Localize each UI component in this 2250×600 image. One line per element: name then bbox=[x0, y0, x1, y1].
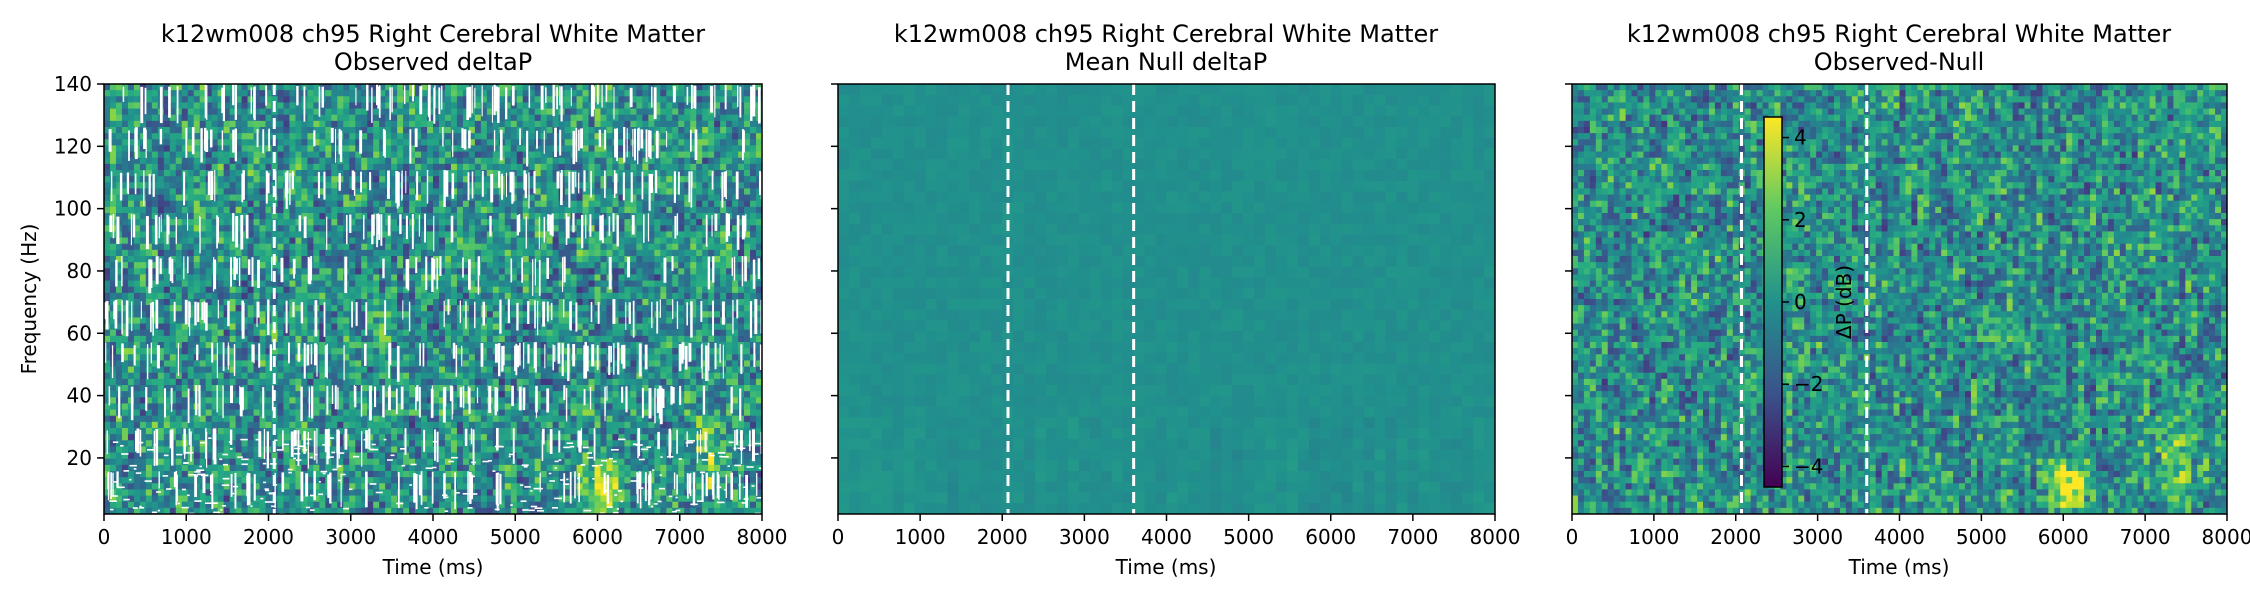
panel-2-heatmap bbox=[838, 84, 1495, 514]
panel-1-xtick-label: 5000 bbox=[490, 525, 541, 549]
panel-2-xtick-label: 0 bbox=[832, 525, 845, 549]
colorbar-tick-label: −4 bbox=[1794, 454, 1823, 478]
panel-mean-null: k12wm008 ch95 Right Cerebral White Matte… bbox=[831, 20, 1520, 579]
colorbar-tick-label: 2 bbox=[1794, 208, 1807, 232]
colorbar-tick-label: 4 bbox=[1794, 126, 1807, 150]
panel-1-xtick-label: 6000 bbox=[572, 525, 623, 549]
panel-3-xlabel: Time (ms) bbox=[1848, 555, 1950, 579]
panel-3-title: k12wm008 ch95 Right Cerebral White Matte… bbox=[1627, 20, 2171, 48]
panel-2-xtick-label: 6000 bbox=[1305, 525, 1356, 549]
panel-1-xtick-label: 4000 bbox=[408, 525, 459, 549]
panel-1-xtick-label: 8000 bbox=[737, 525, 788, 549]
panel-2-xtick-label: 3000 bbox=[1059, 525, 1110, 549]
panel-2-title: k12wm008 ch95 Right Cerebral White Matte… bbox=[894, 20, 1438, 48]
panel-2-xtick-label: 8000 bbox=[1470, 525, 1521, 549]
panel-1-ytick-label: 60 bbox=[67, 321, 92, 345]
panel-3-subtitle: Observed-Null bbox=[1814, 48, 1985, 76]
panel-1-ytick-label: 140 bbox=[54, 72, 92, 96]
colorbar-tick-label: 0 bbox=[1794, 290, 1807, 314]
colorbar-gradient bbox=[1764, 117, 1782, 487]
panel-1-ytick-label: 100 bbox=[54, 197, 92, 221]
panel-2-xlabel: Time (ms) bbox=[1115, 555, 1217, 579]
panel-observed-minus-null: k12wm008 ch95 Right Cerebral White Matte… bbox=[1565, 20, 2250, 579]
panel-1-subtitle: Observed deltaP bbox=[334, 48, 532, 76]
panel-1-heatmap bbox=[104, 84, 762, 514]
panel-3-xtick-label: 5000 bbox=[1956, 525, 2007, 549]
panel-2-xtick-label: 4000 bbox=[1141, 525, 1192, 549]
panel-3-xtick-label: 0 bbox=[1566, 525, 1579, 549]
panel-1-ytick-label: 40 bbox=[67, 384, 92, 408]
panel-3-xtick-label: 3000 bbox=[1792, 525, 1843, 549]
panel-1-xtick-label: 7000 bbox=[654, 525, 705, 549]
panel-1-xtick-label: 3000 bbox=[325, 525, 376, 549]
panel-observed: k12wm008 ch95 Right Cerebral White Matte… bbox=[17, 20, 787, 579]
panel-1-ytick-label: 80 bbox=[67, 259, 92, 283]
panel-3-heatmap bbox=[1572, 84, 2227, 514]
panel-3-xtick-label: 7000 bbox=[2120, 525, 2171, 549]
panel-2-subtitle: Mean Null deltaP bbox=[1065, 48, 1267, 76]
panel-1-ylabel: Frequency (Hz) bbox=[17, 224, 41, 375]
colorbar: 4 2 0 −2 −4 ΔP (dB) bbox=[1763, 116, 1856, 488]
panel-1-ytick-label: 120 bbox=[54, 134, 92, 158]
panel-2-xtick-label: 5000 bbox=[1223, 525, 1274, 549]
panel-2-xtick-label: 7000 bbox=[1387, 525, 1438, 549]
panel-3-xtick-label: 6000 bbox=[2038, 525, 2089, 549]
panel-3-xtick-label: 1000 bbox=[1628, 525, 1679, 549]
panel-2-xtick-label: 2000 bbox=[977, 525, 1028, 549]
panel-1-xtick-label: 0 bbox=[98, 525, 111, 549]
panel-1-xlabel: Time (ms) bbox=[382, 555, 484, 579]
panel-1-title: k12wm008 ch95 Right Cerebral White Matte… bbox=[161, 20, 705, 48]
panel-3-xtick-label: 8000 bbox=[2202, 525, 2250, 549]
panel-1-xtick-label: 1000 bbox=[161, 525, 212, 549]
panel-3-xtick-label: 2000 bbox=[1710, 525, 1761, 549]
panel-3-xtick-label: 4000 bbox=[1874, 525, 1925, 549]
colorbar-tick-label: −2 bbox=[1794, 372, 1823, 396]
panel-2-xtick-label: 1000 bbox=[895, 525, 946, 549]
panel-1-xtick-label: 2000 bbox=[243, 525, 294, 549]
colorbar-label: ΔP (dB) bbox=[1832, 265, 1856, 339]
panel-1-ytick-label: 20 bbox=[67, 446, 92, 470]
